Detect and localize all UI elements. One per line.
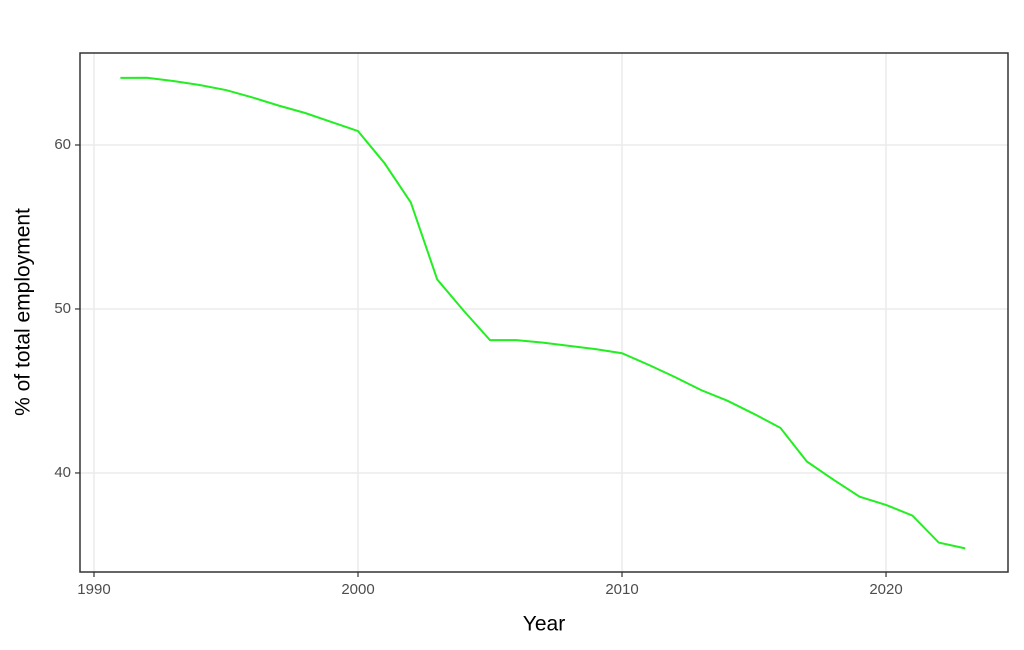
x-tick-label: 2020 xyxy=(869,581,902,598)
x-tick-label: 2010 xyxy=(605,581,638,598)
y-tick-label: 40 xyxy=(54,464,71,481)
x-tick-label: 1990 xyxy=(77,581,110,598)
panel-border xyxy=(79,52,1009,573)
y-tick-label: 50 xyxy=(54,300,71,317)
y-tick-label: 60 xyxy=(54,136,71,153)
y-axis-title: % of total employment xyxy=(12,208,35,416)
x-tick-label: 2000 xyxy=(341,581,374,598)
data-line xyxy=(120,76,966,550)
x-axis-title: Year xyxy=(523,613,565,636)
